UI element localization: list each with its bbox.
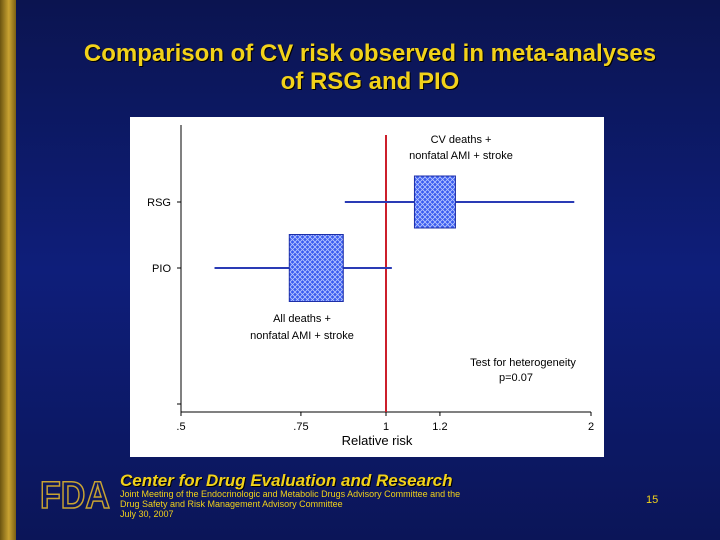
slide-number: 15 <box>646 494 659 506</box>
meeting-date: July 30, 2007 <box>120 509 174 519</box>
fda-logo: FDA <box>40 474 111 514</box>
pio-point-box <box>288 234 344 302</box>
gold-accent-bar <box>0 0 16 540</box>
rsg-row-label: RSG <box>147 197 171 209</box>
center-name: Center for Drug Evaluation and Research <box>120 471 453 490</box>
annotation-rsg-line2: nonfatal AMI + stroke <box>409 150 513 162</box>
slide-title-line1: Comparison of CV risk observed in meta-a… <box>83 40 657 67</box>
annotation-het-line2: p=0.07 <box>499 372 533 384</box>
annotation-rsg-line1: CV deaths + <box>431 134 492 146</box>
pio-row-label: PIO <box>152 263 171 275</box>
fda-logo-text: FDA <box>40 475 110 514</box>
meeting-info: Joint Meeting of the Endocrinologic and … <box>120 489 550 519</box>
annotation-pio-line2: nonfatal AMI + stroke <box>250 330 354 342</box>
forest-plot-panel: .5 .75 1 1.2 2 Relative risk RSG PIO CV deaths +… <box>130 117 604 457</box>
slide-title: Comparison of CV risk observed in meta-a… <box>20 40 720 96</box>
annotation-het-line1: Test for heterogeneity <box>470 357 576 369</box>
x-tick-label-3: 1.2 <box>432 421 447 433</box>
slide-title-line2: of RSG and PIO <box>280 68 460 95</box>
x-tick-label-2: 1 <box>383 421 389 433</box>
meeting-line1: Joint Meeting of the Endocrinologic and … <box>120 489 461 499</box>
x-tick-label-4: 2 <box>588 421 594 433</box>
forest-plot: .5 .75 1 1.2 2 Relative risk RSG PIO CV deaths +… <box>147 125 594 448</box>
rsg-point-box <box>413 175 456 229</box>
x-axis-label: Relative risk <box>342 433 413 448</box>
annotation-pio-line1: All deaths + <box>273 313 331 325</box>
x-tick-label-1: .75 <box>293 421 308 433</box>
meeting-line2: Drug Safety and Risk Management Advisory… <box>120 499 343 509</box>
x-tick-label-0: .5 <box>176 421 185 433</box>
